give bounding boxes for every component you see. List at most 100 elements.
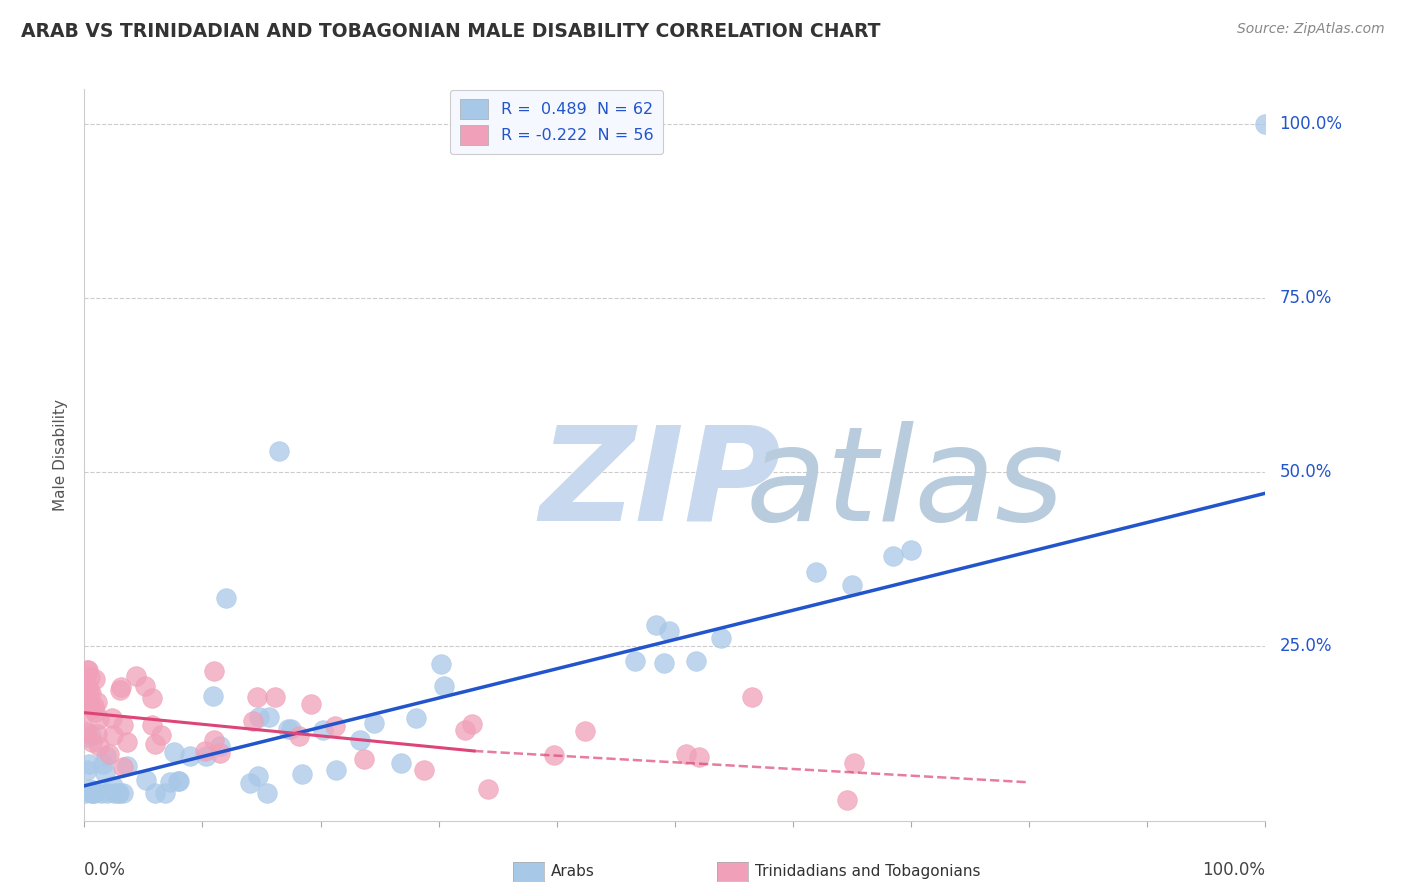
Point [135, 772, 157, 787]
Point [430, 657, 453, 672]
Point [215, 591, 238, 605]
Point [134, 679, 156, 693]
Point [150, 728, 173, 742]
Point [249, 709, 271, 723]
Point [83, 786, 105, 800]
Point [363, 716, 385, 731]
Point [76, 724, 98, 739]
Point [349, 733, 371, 747]
Point [804, 565, 827, 579]
Point [202, 732, 225, 747]
Point [96, 786, 118, 800]
Point [75, 705, 97, 719]
Point [209, 746, 232, 760]
Point [264, 690, 287, 705]
Point [94, 766, 117, 780]
Point [86, 727, 108, 741]
Point [835, 793, 858, 807]
Text: 0.0%: 0.0% [84, 861, 127, 879]
Point [280, 723, 302, 737]
Point [179, 749, 201, 764]
Point [79, 786, 101, 800]
Point [107, 786, 129, 800]
Point [86, 695, 108, 709]
Point [82, 784, 104, 798]
Point [75, 786, 97, 800]
Text: atlas: atlas [745, 421, 1064, 548]
Point [97, 747, 120, 761]
Point [112, 786, 135, 800]
Point [100, 711, 122, 725]
Point [141, 690, 163, 705]
Point [269, 444, 291, 458]
Text: Source: ZipAtlas.com: Source: ZipAtlas.com [1237, 22, 1385, 37]
Point [141, 718, 163, 732]
Point [79, 781, 101, 796]
Point [94, 749, 117, 764]
Legend: R =  0.489  N = 62, R = -0.222  N = 56: R = 0.489 N = 62, R = -0.222 N = 56 [450, 90, 664, 154]
Point [169, 774, 191, 789]
Point [353, 752, 375, 766]
Point [247, 769, 270, 783]
Point [91, 757, 114, 772]
Point [110, 680, 132, 694]
Point [325, 763, 347, 777]
Point [433, 679, 456, 693]
Point [82, 735, 104, 749]
Point [77, 684, 100, 698]
Point [112, 760, 135, 774]
Point [841, 578, 863, 592]
Y-axis label: Male Disability: Male Disability [53, 399, 69, 511]
Point [82, 701, 104, 715]
Text: 50.0%: 50.0% [1279, 463, 1331, 482]
Point [84, 672, 107, 686]
Point [75, 725, 97, 739]
Point [112, 718, 135, 732]
Text: ZIP: ZIP [538, 421, 780, 548]
Text: 100.0%: 100.0% [1279, 115, 1343, 133]
Point [460, 717, 482, 731]
Point [153, 786, 176, 800]
Point [454, 723, 477, 738]
Point [77, 680, 100, 694]
Point [167, 774, 190, 789]
Point [77, 730, 100, 744]
Point [76, 763, 98, 777]
Point [239, 776, 262, 790]
Point [115, 758, 138, 772]
Point [710, 631, 733, 645]
Text: 25.0%: 25.0% [1279, 638, 1331, 656]
Point [87, 739, 110, 753]
Point [115, 735, 138, 749]
Point [574, 723, 596, 738]
Point [391, 756, 413, 770]
Point [77, 664, 100, 678]
Point [84, 706, 107, 720]
Point [125, 669, 148, 683]
Text: 100.0%: 100.0% [1202, 861, 1265, 879]
Point [685, 654, 707, 668]
Point [163, 745, 186, 759]
Point [79, 670, 101, 684]
Point [842, 756, 865, 770]
Text: 75.0%: 75.0% [1279, 289, 1331, 307]
Point [323, 719, 346, 733]
Point [257, 710, 280, 724]
Point [645, 618, 668, 632]
Point [202, 664, 225, 678]
Point [288, 729, 311, 743]
Point [413, 763, 436, 777]
Point [543, 748, 565, 763]
Point [80, 728, 103, 742]
Point [143, 737, 166, 751]
Point [80, 686, 103, 700]
Point [83, 698, 105, 713]
Point [882, 549, 904, 564]
Point [291, 766, 314, 780]
Point [82, 786, 104, 800]
Point [90, 786, 112, 800]
Point [311, 723, 333, 738]
Point [658, 624, 681, 638]
Point [299, 697, 322, 711]
Point [107, 786, 129, 800]
